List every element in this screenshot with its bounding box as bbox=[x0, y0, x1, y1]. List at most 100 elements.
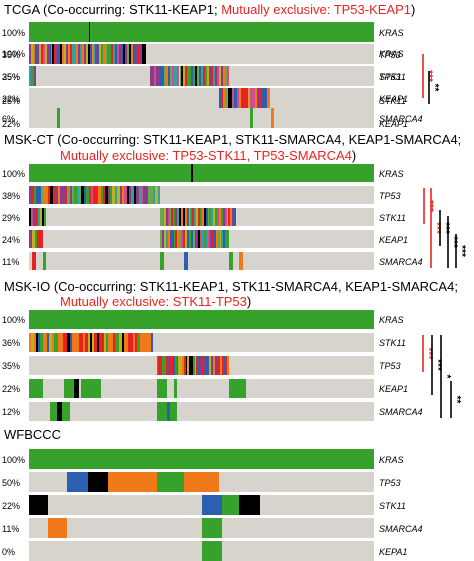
mutation-cell bbox=[230, 208, 233, 226]
gene-label: KEPA1 bbox=[379, 547, 408, 557]
significance-stars: *** bbox=[424, 200, 435, 212]
oncoprint-row bbox=[29, 44, 374, 64]
mutation-cell bbox=[89, 44, 92, 64]
mutation-cell bbox=[188, 230, 191, 248]
mutation-cell bbox=[29, 186, 32, 204]
mutation-cell bbox=[223, 356, 226, 375]
mutation-cell bbox=[66, 44, 69, 64]
mutation-cell bbox=[119, 186, 122, 204]
mutation-cell bbox=[117, 186, 120, 204]
mutation-cell bbox=[79, 186, 82, 204]
mutation-cell bbox=[160, 230, 162, 248]
panel-tcga: TCGA (Co-occurring: STK11-KEAP1; Mutuall… bbox=[0, 0, 474, 135]
mutation-cell bbox=[196, 356, 199, 375]
mutation-cell bbox=[35, 208, 38, 226]
mutation-cell bbox=[31, 230, 35, 248]
mutation-cell bbox=[48, 44, 51, 64]
title-tail: ) bbox=[411, 2, 416, 17]
mutation-cell bbox=[180, 208, 183, 226]
oncoprint-row bbox=[29, 449, 374, 469]
mutation-cell bbox=[91, 44, 94, 64]
title-black: MSK-IO (Co-occurring: STK11-KEAP1, STK11… bbox=[4, 279, 458, 294]
mutation-cell bbox=[194, 356, 197, 375]
mutation-cell bbox=[44, 208, 47, 226]
mutation-cell bbox=[70, 44, 72, 64]
gene-label: STK11 bbox=[379, 501, 406, 511]
mutation-cell bbox=[31, 66, 34, 86]
mutation-cell bbox=[67, 186, 70, 204]
mutation-cell bbox=[170, 402, 178, 421]
mutation-cell bbox=[33, 333, 36, 352]
mutation-cell bbox=[29, 379, 43, 398]
mutation-cell bbox=[49, 333, 52, 352]
mutation-cell bbox=[209, 230, 212, 248]
mutation-cell bbox=[108, 472, 157, 492]
mutation-cell bbox=[199, 208, 202, 226]
mutation-cell bbox=[134, 44, 137, 64]
mutation-cell bbox=[171, 356, 173, 375]
pct-label: 25% bbox=[2, 96, 21, 106]
mutation-cell bbox=[85, 333, 88, 352]
mutation-cell bbox=[68, 44, 71, 64]
mutation-cell bbox=[249, 108, 254, 128]
mutation-cell bbox=[67, 333, 70, 352]
mutation-cell bbox=[194, 230, 197, 248]
mutation-cell bbox=[44, 44, 47, 64]
mutation-cell bbox=[49, 402, 57, 421]
mutation-cell bbox=[69, 333, 72, 352]
gene-label: STK11 bbox=[379, 213, 406, 223]
mutation-cell bbox=[215, 66, 218, 86]
mutation-cell bbox=[221, 356, 224, 375]
mutation-cell bbox=[53, 333, 57, 352]
mutation-cell bbox=[165, 208, 168, 226]
mutation-cell bbox=[148, 333, 151, 352]
mutation-cell bbox=[80, 333, 84, 352]
mutation-cell bbox=[39, 208, 42, 226]
mutation-cell bbox=[29, 333, 32, 352]
mutation-cell bbox=[156, 356, 159, 375]
mutation-cell bbox=[177, 66, 180, 86]
mutation-cell bbox=[73, 44, 76, 64]
mutation-cell bbox=[69, 186, 72, 204]
mutation-cell bbox=[234, 88, 237, 108]
mutation-cell bbox=[223, 66, 226, 86]
mutation-cell bbox=[66, 472, 88, 492]
mutation-cell bbox=[149, 66, 152, 86]
mutation-cell bbox=[129, 186, 132, 204]
mutation-cell bbox=[185, 66, 188, 86]
mutation-cell bbox=[76, 186, 80, 204]
mutation-cell bbox=[96, 333, 99, 352]
mutation-cell bbox=[59, 186, 63, 204]
mutation-cell bbox=[167, 356, 170, 375]
significance-stars: *** bbox=[431, 222, 442, 234]
mutation-cell bbox=[44, 333, 48, 352]
mutation-cell bbox=[239, 252, 243, 270]
mutation-cell bbox=[232, 208, 235, 226]
mutation-cell bbox=[94, 333, 97, 352]
mutation-cell bbox=[83, 44, 86, 64]
pct-label: 22% bbox=[2, 119, 21, 129]
mutation-cell bbox=[213, 66, 216, 86]
mutation-cell bbox=[58, 333, 61, 352]
pct-label: 22% bbox=[2, 501, 21, 511]
mutation-cell bbox=[77, 44, 80, 64]
mutation-cell bbox=[29, 495, 48, 515]
mutation-cell bbox=[159, 66, 162, 86]
mutation-cell bbox=[173, 66, 176, 86]
mutation-cell bbox=[177, 230, 180, 248]
mutation-cell bbox=[208, 230, 210, 248]
mutation-cell bbox=[171, 66, 174, 86]
oncoprint-row bbox=[29, 252, 374, 270]
mutation-cell bbox=[124, 186, 127, 204]
panel-title-wfbccc: WFBCCC bbox=[4, 427, 61, 442]
mutation-cell bbox=[64, 44, 67, 64]
panel-title-msk-io-line2: Mutually exclusive: STK11-TP53) bbox=[60, 294, 251, 309]
mutation-cell bbox=[29, 310, 374, 329]
mutation-cell bbox=[113, 44, 116, 64]
mutation-cell bbox=[135, 333, 138, 352]
mutation-cell bbox=[95, 44, 98, 64]
mutation-cell bbox=[93, 186, 96, 204]
mutation-cell bbox=[177, 208, 180, 226]
mutation-cell bbox=[83, 333, 86, 352]
mutation-cell bbox=[155, 186, 158, 204]
